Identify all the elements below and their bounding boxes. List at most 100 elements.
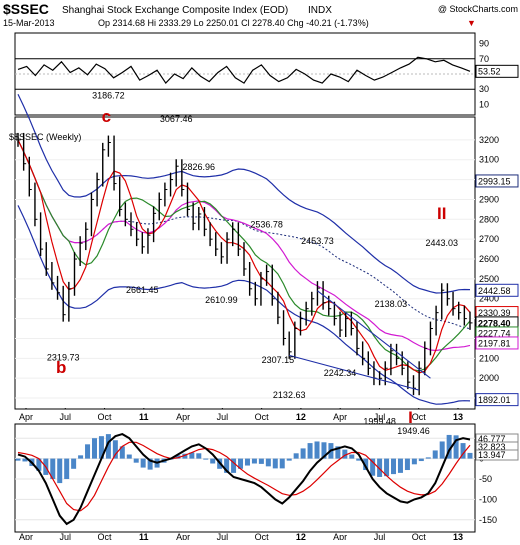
macd-histogram-bar bbox=[404, 458, 410, 471]
price-tick-label: 2500 bbox=[479, 274, 499, 284]
rsi-tick-label: 10 bbox=[479, 99, 489, 109]
rsi-layer: 907050301053.52 bbox=[15, 39, 519, 109]
macd-histogram-bar bbox=[251, 458, 257, 464]
macd-histogram-bar bbox=[397, 458, 403, 473]
price-annotation: 3186.72 bbox=[92, 91, 125, 101]
x-axis-tick-label: Apr bbox=[333, 412, 347, 422]
rsi-tick-label: 70 bbox=[479, 54, 489, 64]
macd-x-axis-tick-label: Jul bbox=[217, 532, 229, 540]
wave-label-b: b bbox=[56, 358, 66, 377]
macd-histogram-bar bbox=[467, 452, 473, 459]
price-annotation: 2610.99 bbox=[205, 295, 238, 305]
macd-line bbox=[17, 433, 471, 526]
macd-histogram-bar bbox=[105, 434, 111, 459]
macd-x-axis-tick-label: 12 bbox=[296, 532, 306, 540]
macd-right-label: 46.777 bbox=[478, 434, 506, 444]
macd-histogram-bar bbox=[244, 458, 250, 466]
long-ma-dotted-line bbox=[17, 139, 471, 330]
price-annotation: 2307.15 bbox=[262, 355, 295, 365]
macd-histogram-bar bbox=[15, 458, 21, 461]
price-annotation: 2138.03 bbox=[375, 299, 408, 309]
rsi-current-box bbox=[475, 64, 519, 78]
macd-histogram-bar bbox=[57, 458, 63, 484]
macd-histogram-bar bbox=[425, 457, 431, 459]
price-annotation: 1999.48 bbox=[363, 416, 396, 426]
macd-histogram-bar bbox=[349, 454, 355, 459]
macd-histogram-bar bbox=[432, 450, 438, 459]
macd-histogram-bar bbox=[238, 458, 244, 469]
price-annotation: 3067.46 bbox=[160, 114, 193, 124]
macd-histogram-bar bbox=[196, 453, 202, 459]
upper-band-line bbox=[17, 93, 471, 294]
price-right-label: 1892.01 bbox=[478, 395, 511, 405]
macd-x-axis-tick-label: Oct bbox=[412, 532, 427, 540]
x-axis-tick-label: Jul bbox=[217, 412, 229, 422]
macd-histogram-bar bbox=[64, 458, 70, 479]
macd-histogram-bar bbox=[377, 458, 383, 477]
macd-histogram-bar bbox=[265, 458, 271, 467]
date-text: 15-Mar-2013 bbox=[3, 18, 55, 28]
macd-histogram-bar bbox=[147, 458, 153, 470]
macd-histogram-bar bbox=[279, 458, 285, 469]
x-axis-tick-label: Oct bbox=[412, 412, 427, 422]
macd-histogram-bar bbox=[182, 453, 188, 459]
price-tick-label: 2900 bbox=[479, 194, 499, 204]
macd-x-axis-tick-label: 11 bbox=[139, 532, 149, 540]
macd-histogram-bar bbox=[71, 458, 77, 469]
macd-histogram-bar bbox=[300, 448, 306, 459]
macd-histogram-bar bbox=[258, 458, 264, 464]
macd-histogram-bar bbox=[50, 458, 56, 479]
rsi-current-label: 53.52 bbox=[478, 66, 501, 76]
macd-histogram-bar bbox=[98, 436, 104, 459]
price-tick-label: 3100 bbox=[479, 155, 499, 165]
macd-panel bbox=[14, 423, 476, 533]
ohlc-text: Op 2314.68 Hi 2333.29 Lo 2250.01 Cl 2278… bbox=[98, 18, 369, 28]
price-annotation: 2661.45 bbox=[126, 285, 159, 295]
macd-histogram-bar bbox=[446, 434, 452, 459]
macd-histogram-bar bbox=[293, 453, 299, 459]
price-tick-label: 2700 bbox=[479, 234, 499, 244]
macd-x-axis-tick-label: Apr bbox=[19, 532, 33, 540]
price-panel-title: $$SSEC (Weekly) bbox=[9, 132, 81, 142]
price-annotation: 2826.96 bbox=[183, 162, 216, 172]
rsi-line bbox=[17, 56, 471, 85]
macd-tick-label: -150 bbox=[479, 515, 497, 525]
price-tick-label: 2100 bbox=[479, 353, 499, 363]
macd-histogram-bar bbox=[307, 443, 313, 459]
price-tick-label: 2000 bbox=[479, 373, 499, 383]
macd-histogram-bar bbox=[22, 458, 28, 462]
price-right-label: 2442.58 bbox=[478, 286, 511, 296]
macd-histogram-bar bbox=[342, 449, 348, 459]
macd-histogram-bar bbox=[175, 455, 181, 459]
wave-label-c: c bbox=[102, 107, 111, 126]
macd-right-label-box bbox=[475, 449, 519, 461]
macd-histogram-bar bbox=[203, 458, 209, 460]
macd-histogram-bar bbox=[189, 452, 195, 459]
macd-histogram-bar bbox=[78, 455, 84, 459]
price-tick-label: 2600 bbox=[479, 254, 499, 264]
macd-histogram-bar bbox=[119, 446, 125, 459]
macd-histogram-bar bbox=[272, 458, 278, 469]
x-axis-tick-label: Jul bbox=[374, 412, 386, 422]
macd-histogram-bar bbox=[356, 458, 362, 461]
lower-band-line bbox=[17, 205, 471, 405]
price-tick-label: 3200 bbox=[479, 135, 499, 145]
macd-signal-line bbox=[17, 441, 471, 512]
exchange-text: INDX bbox=[308, 5, 332, 16]
price-right-label-box bbox=[475, 283, 519, 297]
price-tick-label: 2800 bbox=[479, 214, 499, 224]
x-axis-tick-label: Oct bbox=[255, 412, 270, 422]
macd-histogram-bar bbox=[453, 435, 459, 459]
macd-tick-label: -100 bbox=[479, 494, 497, 504]
price-annotation: 2443.03 bbox=[425, 238, 458, 248]
macd-right-label: 32.823 bbox=[478, 442, 506, 452]
macd-x-axis-tick-label: Oct bbox=[98, 532, 113, 540]
x-axis-tick-label: Apr bbox=[19, 412, 33, 422]
macd-histogram-bar bbox=[286, 458, 292, 461]
x-axis-tick-label: 11 bbox=[139, 412, 149, 422]
macd-right-label: 13.947 bbox=[478, 450, 506, 460]
price-right-label: 2197.81 bbox=[478, 338, 511, 348]
